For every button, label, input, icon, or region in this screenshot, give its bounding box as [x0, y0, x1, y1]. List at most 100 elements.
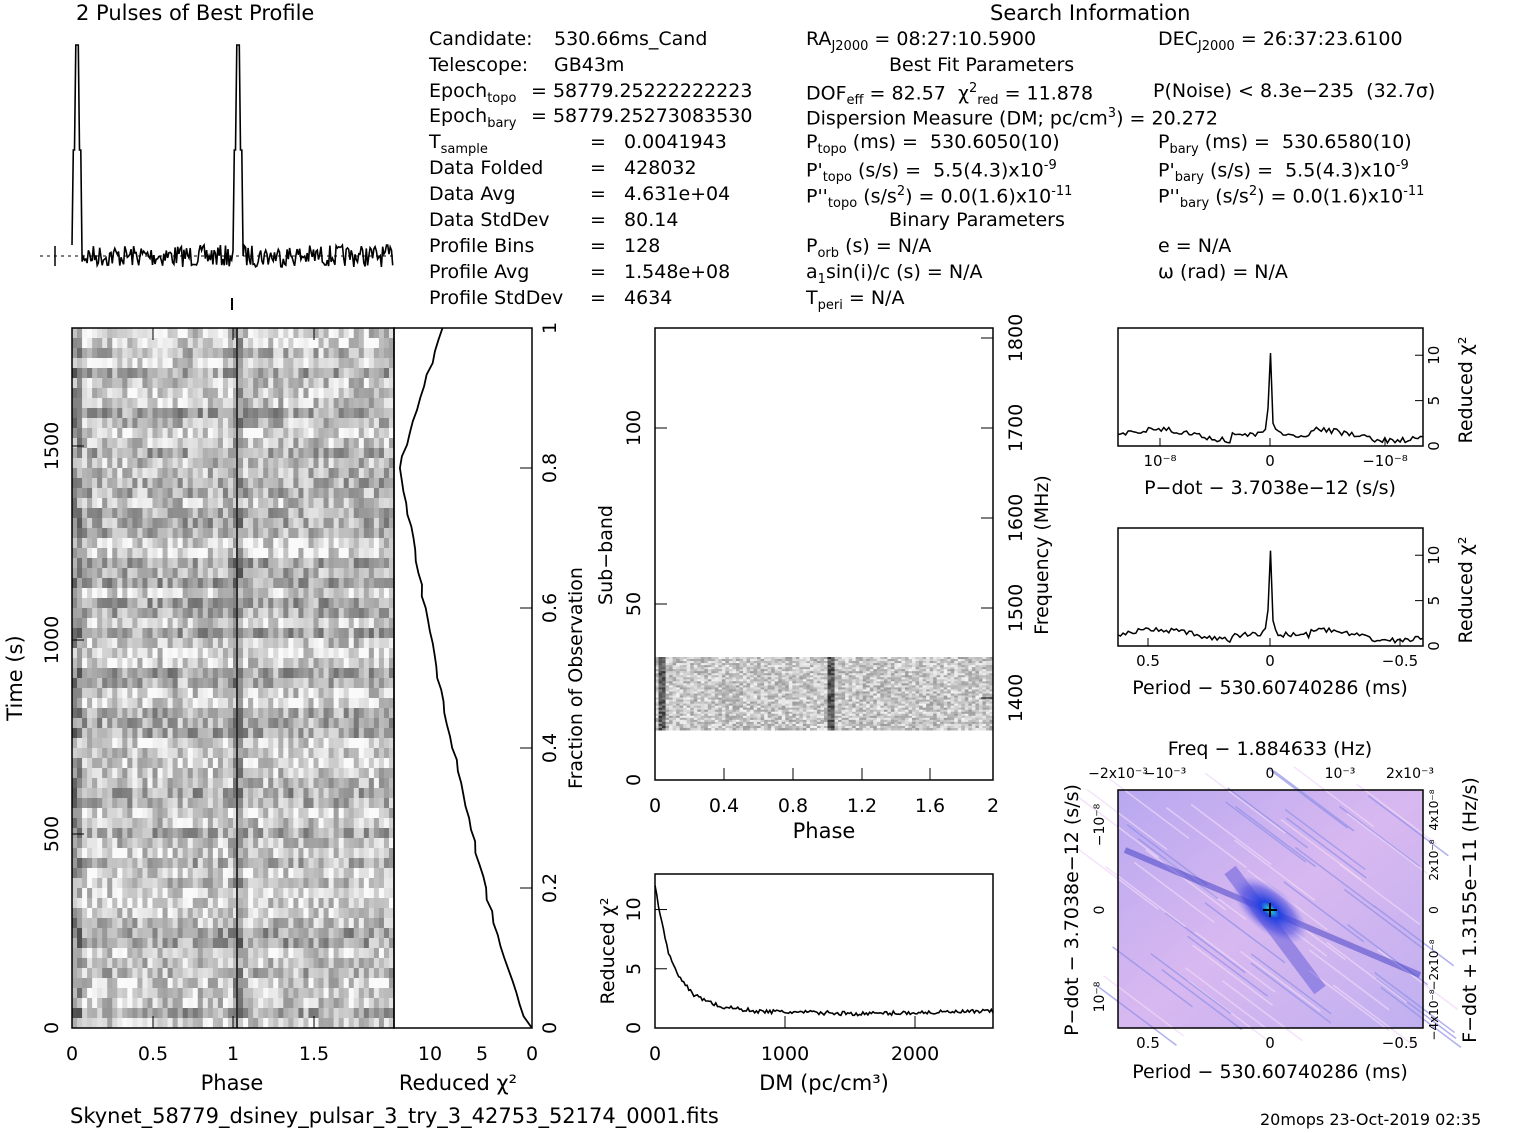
waterfall-cell [142, 408, 148, 419]
waterfall-cell [313, 598, 320, 609]
waterfall-cell [102, 788, 108, 799]
waterfall-cell [127, 548, 133, 559]
waterfall-cell [187, 548, 194, 559]
waterfall-cell [107, 908, 113, 919]
waterfall-cell [212, 648, 219, 659]
waterfall-cell [227, 788, 234, 799]
waterfall-cell [102, 648, 108, 659]
waterfall-cell [243, 868, 249, 879]
waterfall-cell [202, 578, 209, 589]
subband-cell [788, 661, 793, 664]
waterfall-cell [323, 788, 330, 799]
waterfall-cell [97, 518, 103, 529]
waterfall-cell [293, 798, 299, 809]
waterfall-cell [378, 408, 385, 419]
subband-cell [778, 663, 783, 666]
waterfall-cell [172, 628, 179, 639]
waterfall-cell [358, 908, 365, 919]
waterfall-cell [132, 378, 138, 389]
waterfall-cell [308, 928, 314, 939]
waterfall-cell [383, 398, 390, 409]
waterfall-cell [177, 548, 184, 559]
waterfall-cell [238, 398, 244, 409]
waterfall-cell [338, 508, 345, 519]
waterfall-cell [368, 658, 375, 669]
waterfall-cell [258, 328, 264, 339]
waterfall-cell [207, 898, 214, 909]
subband-cell [690, 659, 695, 662]
waterfall-cell [248, 758, 254, 769]
waterfall-cell [117, 928, 123, 939]
waterfall-cell [212, 988, 219, 999]
waterfall-cell [238, 428, 244, 439]
waterfall-cell [248, 328, 254, 339]
subband-cell [700, 661, 705, 664]
waterfall-cell [238, 1008, 244, 1019]
waterfall-cell [313, 578, 320, 589]
waterfall-cell [87, 878, 93, 889]
waterfall-cell [207, 708, 214, 719]
waterfall-cell [358, 838, 365, 849]
waterfall-cell [373, 728, 380, 739]
waterfall-cell [162, 448, 169, 459]
waterfall-cell [82, 978, 88, 989]
waterfall-cell [207, 488, 214, 499]
waterfall-cell [243, 658, 249, 669]
waterfall-cell [293, 668, 299, 679]
waterfall-cell [298, 708, 304, 719]
waterfall-cell [233, 568, 239, 579]
waterfall-cell [202, 748, 209, 759]
waterfall-cell [333, 828, 340, 839]
waterfall-cell [338, 648, 345, 659]
subband-cell [700, 663, 705, 666]
waterfall-cell [368, 758, 375, 769]
waterfall-cell [217, 748, 224, 759]
waterfall-cell [187, 918, 194, 929]
waterfall-cell [77, 578, 83, 589]
waterfall-cell [102, 908, 108, 919]
waterfall-cell [92, 468, 98, 479]
waterfall-cell [283, 618, 289, 629]
waterfall-cell [122, 688, 128, 699]
waterfall-cell [222, 368, 229, 379]
subband-cell [978, 659, 983, 662]
waterfall-cell [363, 858, 370, 869]
subband-cell [926, 657, 931, 660]
waterfall-cell [248, 698, 254, 709]
waterfall-cell [72, 378, 78, 389]
waterfall-cell [368, 448, 375, 459]
waterfall-cell [197, 838, 204, 849]
waterfall-cell [233, 468, 239, 479]
waterfall-cell [248, 828, 254, 839]
waterfall-cell [127, 808, 133, 819]
waterfall-cell [217, 818, 224, 829]
waterfall-cell [383, 638, 390, 649]
waterfall-cell [157, 368, 164, 379]
waterfall-cell [333, 808, 340, 819]
waterfall-cell [102, 948, 108, 959]
waterfall-cell [217, 908, 224, 919]
waterfall-cell [343, 848, 350, 859]
waterfall-cell [263, 878, 269, 889]
waterfall-cell [182, 938, 189, 949]
waterfall-cell [233, 528, 239, 539]
subband-cell [725, 665, 730, 668]
waterfall-cell [172, 518, 179, 529]
subband-cell [904, 657, 909, 660]
waterfall-cell [132, 528, 138, 539]
waterfall-cell [212, 908, 219, 919]
subband-cell [774, 661, 779, 664]
waterfall-cell [167, 608, 174, 619]
waterfall-cell [273, 348, 279, 359]
waterfall-cell [182, 798, 189, 809]
waterfall-cell [212, 698, 219, 709]
waterfall-cell [308, 988, 314, 999]
waterfall-cell [388, 1018, 395, 1029]
waterfall-cell [102, 588, 108, 599]
waterfall-cell [273, 688, 279, 699]
waterfall-cell [212, 488, 219, 499]
waterfall-cell [207, 568, 214, 579]
waterfall-cell [248, 378, 254, 389]
waterfall-cell [227, 648, 234, 659]
waterfall-cell [298, 508, 304, 519]
